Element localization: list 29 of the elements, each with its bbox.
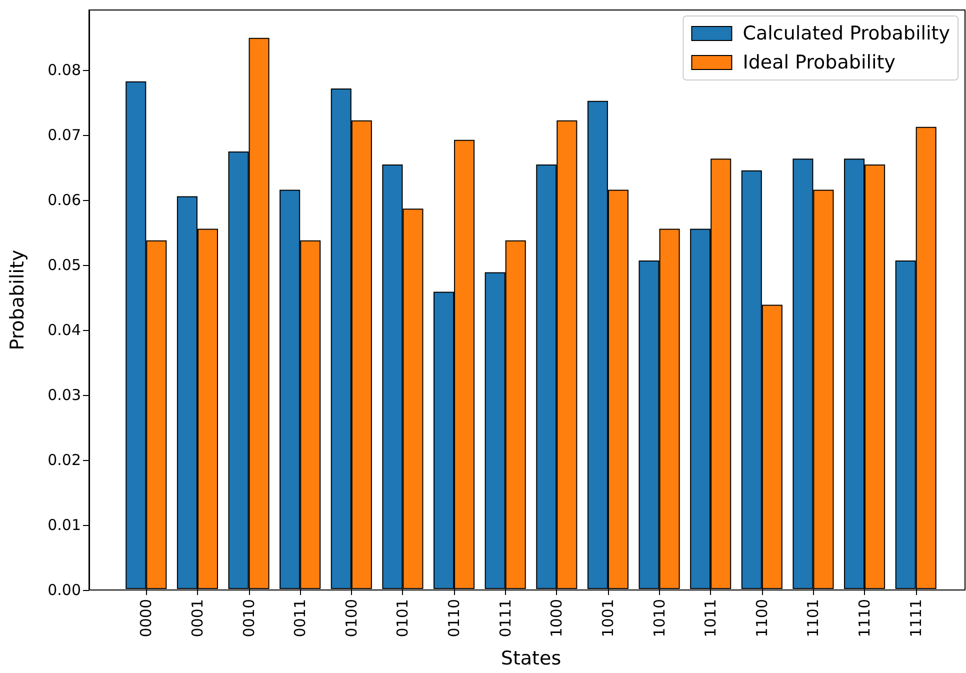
x-tick-label: 0111 bbox=[496, 599, 514, 638]
x-tick-label: 0000 bbox=[137, 599, 156, 638]
x-tick-label: 0010 bbox=[240, 599, 258, 638]
y-tick-label: 0.06 bbox=[48, 190, 81, 209]
y-tick-label: 0.00 bbox=[48, 581, 81, 599]
y-axis-title: Probability bbox=[6, 250, 28, 350]
x-tick-label: 1000 bbox=[548, 599, 566, 638]
legend-label: Calculated Probability bbox=[742, 22, 950, 44]
x-tick-label: 1101 bbox=[804, 599, 822, 638]
x-tick-label: 0101 bbox=[394, 599, 412, 638]
legend-label: Ideal Probability bbox=[742, 52, 896, 74]
x-tick-label: 1110 bbox=[856, 599, 874, 638]
y-tick-label: 0.04 bbox=[48, 320, 81, 339]
x-axis-title: States bbox=[500, 648, 562, 670]
y-tick-label: 0.02 bbox=[48, 450, 81, 469]
y-tick-label: 0.07 bbox=[48, 126, 81, 144]
y-tick-label: 0.03 bbox=[48, 386, 81, 404]
x-tick-label: 0011 bbox=[291, 599, 310, 638]
x-tick-label: 1111 bbox=[906, 599, 925, 638]
y-tick-label: 0.08 bbox=[48, 60, 81, 79]
x-tick-label: 0100 bbox=[342, 599, 360, 638]
x-tick-label: 1001 bbox=[598, 599, 617, 638]
y-tick-label: 0.05 bbox=[48, 256, 81, 274]
x-tick-label: 1011 bbox=[702, 599, 720, 638]
y-tick-label: 0.01 bbox=[48, 516, 81, 534]
x-tick-label: 1100 bbox=[752, 599, 771, 638]
x-tick-label: 1010 bbox=[650, 599, 668, 638]
x-tick-label: 0001 bbox=[188, 599, 206, 638]
x-tick-label: 0110 bbox=[445, 599, 464, 638]
